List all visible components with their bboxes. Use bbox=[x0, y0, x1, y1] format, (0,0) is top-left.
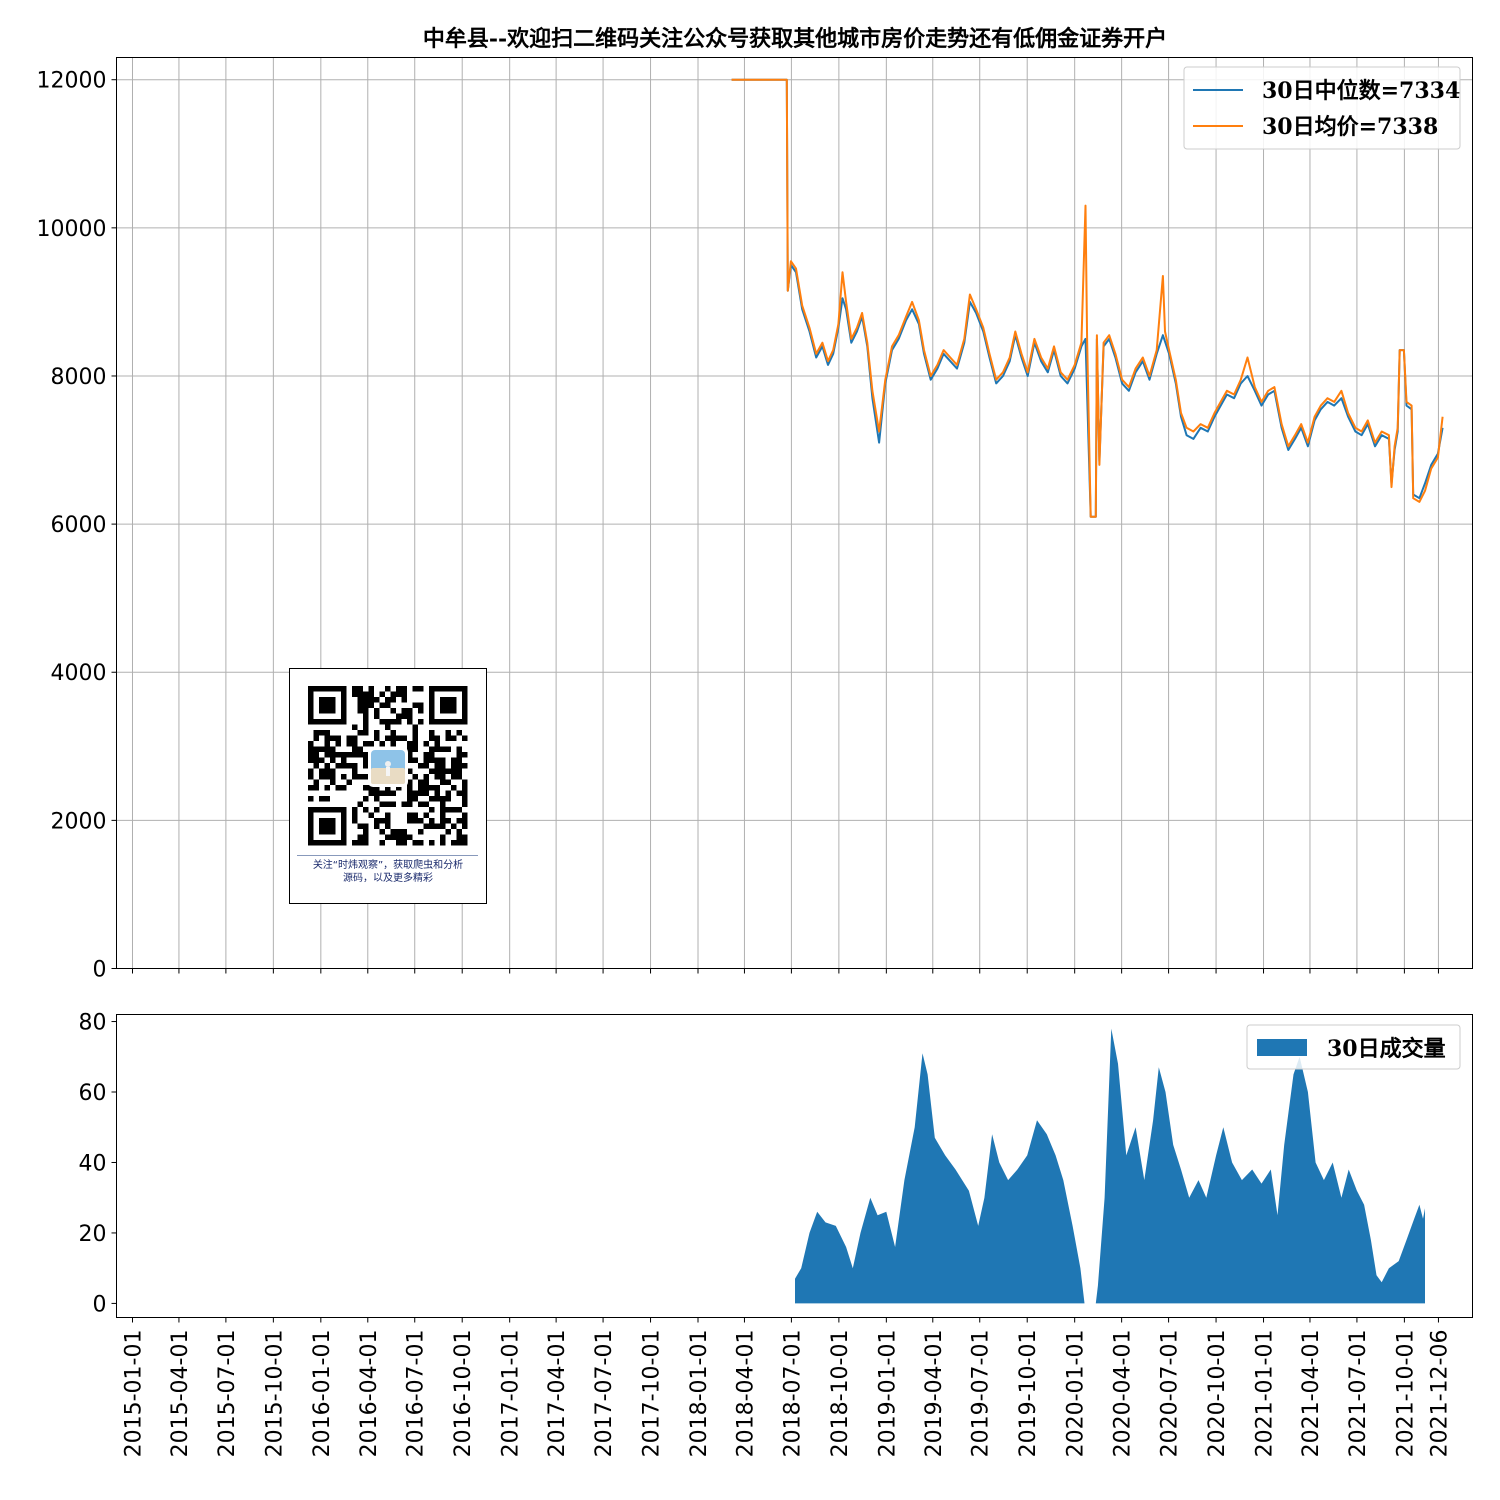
qr-caption-line1: 关注“时炜观察”，获取爬虫和分析 bbox=[313, 858, 463, 871]
price-y-tick-label: 8000 bbox=[51, 365, 107, 390]
x-tick-label: 2021-10-01 bbox=[1393, 1330, 1418, 1458]
price-gridlines bbox=[116, 57, 1473, 969]
x-tick-label: 2016-01-01 bbox=[310, 1330, 335, 1458]
x-tick-label: 2015-10-01 bbox=[262, 1330, 287, 1458]
mean-price-line bbox=[731, 78, 1444, 518]
x-tick-label: 2017-07-01 bbox=[592, 1330, 617, 1458]
x-tick-label: 2015-04-01 bbox=[168, 1330, 193, 1458]
x-tick-label: 2020-01-01 bbox=[1064, 1330, 1089, 1458]
price-y-tick-label: 2000 bbox=[51, 809, 107, 834]
price-y-tick-label: 4000 bbox=[51, 661, 107, 686]
qr-card: 关注“时炜观察”，获取爬虫和分析 源码，以及更多精彩 bbox=[289, 668, 487, 904]
x-tick-label: 2019-01-01 bbox=[875, 1330, 900, 1458]
x-tick-label: 2016-10-01 bbox=[451, 1330, 476, 1458]
volume-series-group bbox=[795, 1028, 1425, 1304]
x-tick-label: 2016-07-01 bbox=[404, 1330, 429, 1458]
price-y-tick-label: 12000 bbox=[37, 69, 107, 94]
price-legend-box bbox=[1183, 66, 1461, 150]
price-legend: 30日中位数=7334 30日均价=7338 bbox=[1183, 66, 1461, 150]
x-tick-label: 2016-04-01 bbox=[357, 1330, 382, 1458]
x-tick-label: 2015-01-01 bbox=[121, 1330, 146, 1458]
x-tick-label: 2020-07-01 bbox=[1158, 1330, 1183, 1458]
price-y-axis: 0 2000 4000 6000 8000 10000 12000 bbox=[37, 69, 117, 983]
price-series-group bbox=[731, 78, 1444, 518]
x-tick-label: 2015-07-01 bbox=[215, 1330, 240, 1458]
volume-y-tick-label: 20 bbox=[79, 1222, 107, 1247]
volume-y-tick-label: 40 bbox=[79, 1151, 107, 1176]
qr-code-image bbox=[308, 686, 468, 846]
x-tick-label: 2019-04-01 bbox=[922, 1330, 947, 1458]
volume-x-axis: 2015-01-01 2015-04-01 2015-07-01 2015-10-01… bbox=[121, 1317, 1452, 1458]
price-y-tick-label: 6000 bbox=[51, 513, 107, 538]
x-tick-label: 2021-12-06 bbox=[1427, 1330, 1452, 1458]
legend-mean-label: 30日均价=7338 bbox=[1262, 114, 1438, 140]
x-tick-label: 2020-10-01 bbox=[1205, 1330, 1230, 1458]
qr-avatar-figure-body bbox=[386, 767, 390, 776]
x-tick-label: 2018-10-01 bbox=[828, 1330, 853, 1458]
qr-avatar-figure-head bbox=[385, 761, 391, 767]
volume-area bbox=[795, 1028, 1425, 1304]
x-tick-label: 2019-07-01 bbox=[969, 1330, 994, 1458]
price-y-tick-label: 0 bbox=[93, 958, 107, 983]
qr-caption-line2: 源码，以及更多精彩 bbox=[343, 871, 433, 884]
x-tick-label: 2019-10-01 bbox=[1016, 1330, 1041, 1458]
x-tick-label: 2021-01-01 bbox=[1253, 1330, 1278, 1458]
x-tick-label: 2017-04-01 bbox=[545, 1330, 570, 1458]
x-tick-label: 2018-04-01 bbox=[733, 1330, 758, 1458]
price-plot-frame bbox=[116, 57, 1473, 969]
legend-volume-swatch bbox=[1257, 1039, 1307, 1056]
volume-y-tick-label: 80 bbox=[79, 1011, 107, 1036]
x-tick-label: 2017-10-01 bbox=[640, 1330, 665, 1458]
x-tick-label: 2021-07-01 bbox=[1346, 1330, 1371, 1458]
volume-plot-frame bbox=[116, 1014, 1473, 1318]
x-tick-label: 2017-01-01 bbox=[499, 1330, 524, 1458]
price-x-tick-marks bbox=[131, 968, 1439, 974]
volume-legend: 30日成交量 bbox=[1246, 1024, 1461, 1070]
legend-volume-label: 30日成交量 bbox=[1327, 1036, 1446, 1062]
x-tick-label: 2021-04-01 bbox=[1299, 1330, 1324, 1458]
volume-legend-box bbox=[1246, 1024, 1461, 1070]
price-y-tick-label: 10000 bbox=[37, 217, 107, 242]
legend-median-label: 30日中位数=7334 bbox=[1262, 78, 1460, 104]
volume-y-tick-label: 0 bbox=[93, 1292, 107, 1317]
x-tick-label: 2020-04-01 bbox=[1111, 1330, 1136, 1458]
volume-y-axis: 0 20 40 60 80 bbox=[79, 1011, 117, 1317]
chart-title: 中牟县--欢迎扫二维码关注公众号获取其他城市房价走势还有低佣金证券开户 bbox=[423, 26, 1167, 52]
x-tick-label: 2018-07-01 bbox=[780, 1330, 805, 1458]
volume-y-tick-label: 60 bbox=[79, 1081, 107, 1106]
x-tick-label: 2018-01-01 bbox=[687, 1330, 712, 1458]
